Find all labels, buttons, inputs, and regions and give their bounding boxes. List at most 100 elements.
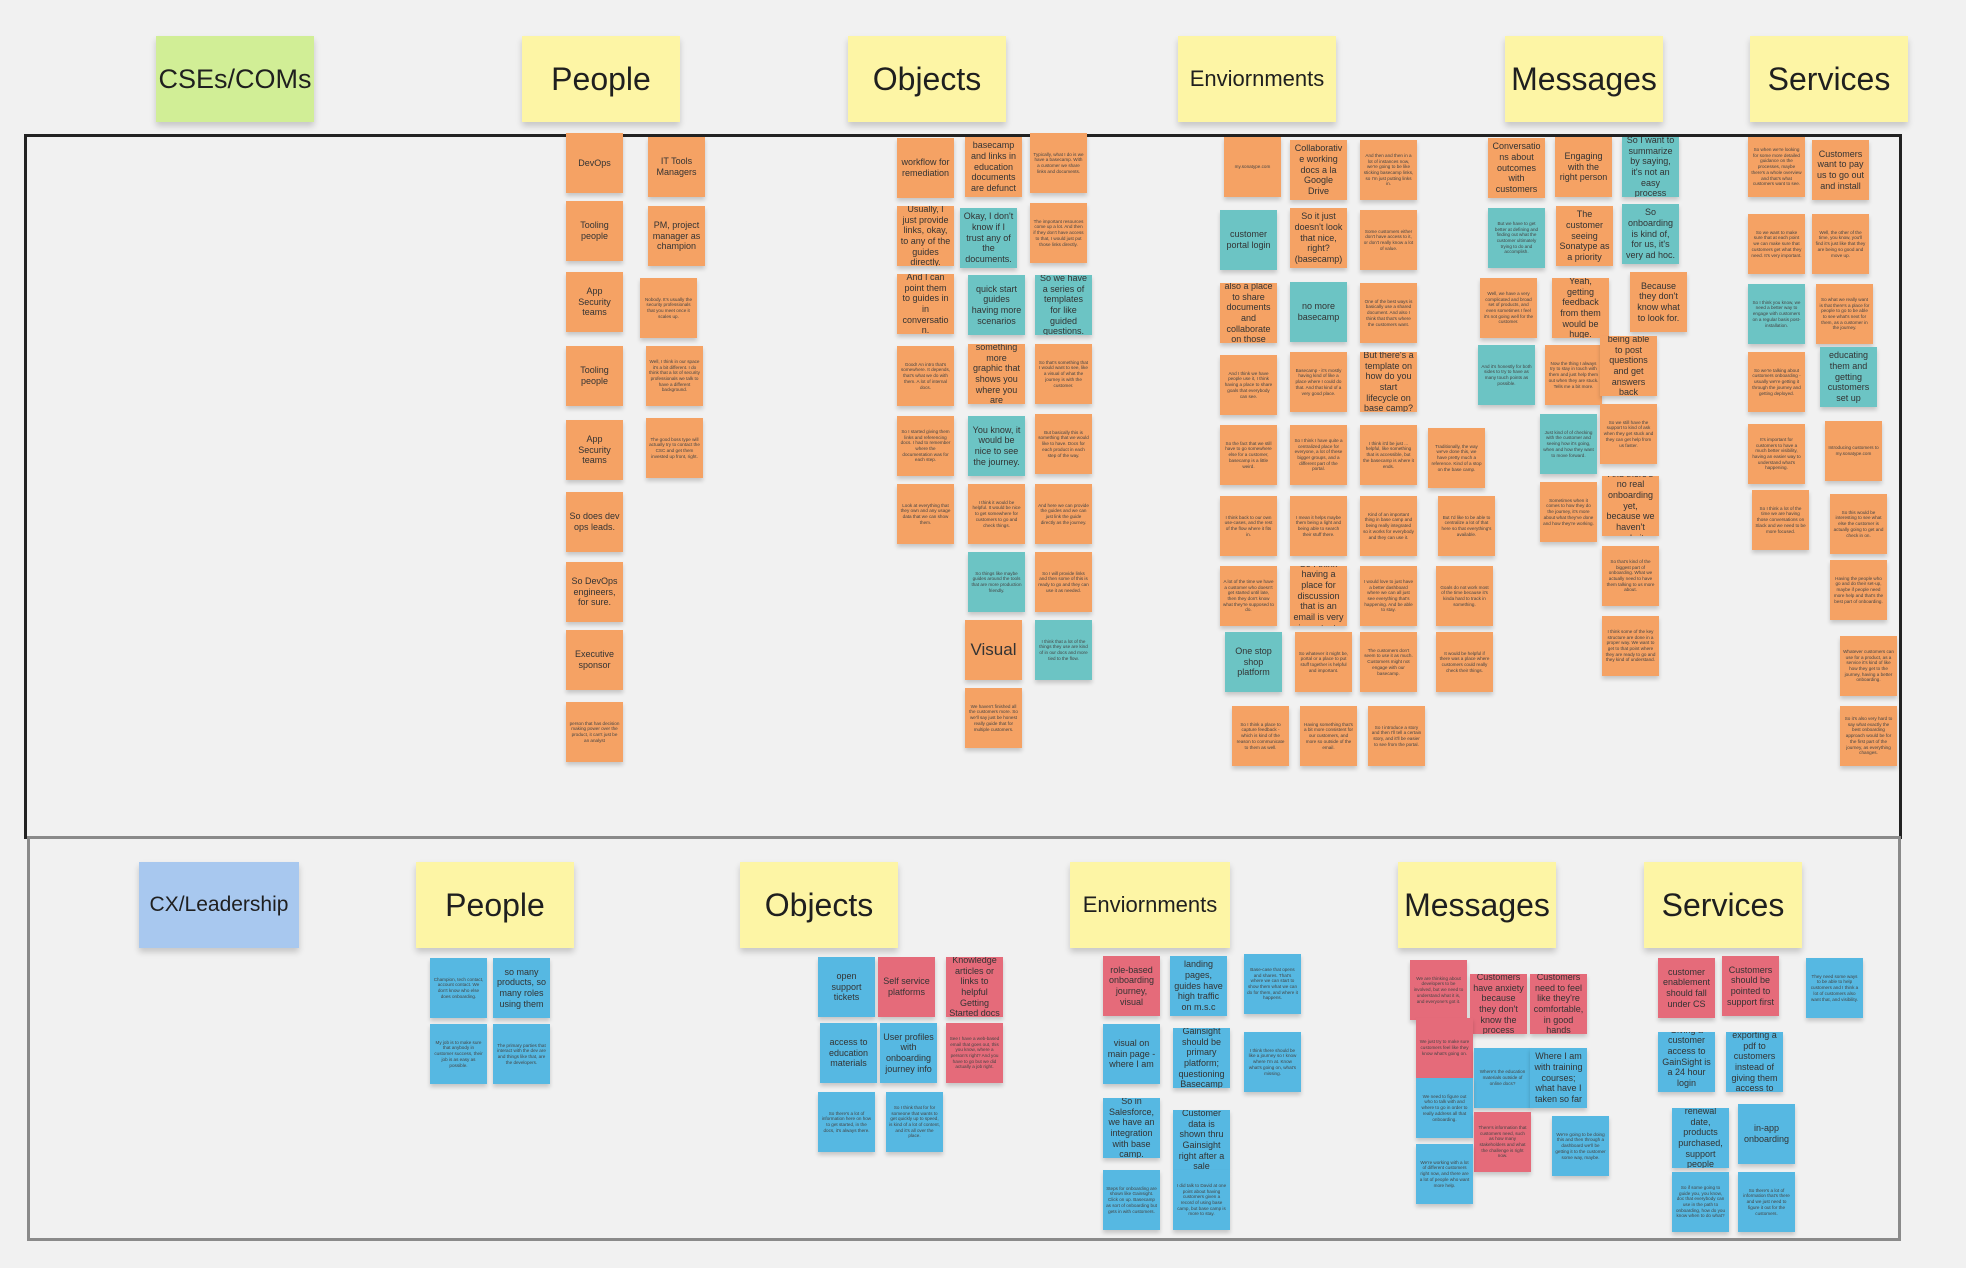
sticky-note[interactable]: Base-case that opens and shares. That's … (1244, 954, 1301, 1014)
h-objects-top-sticky[interactable]: Objects (848, 36, 1006, 122)
h-cses-sticky[interactable]: CSEs/COMs (156, 36, 314, 122)
sticky-note[interactable]: I think it'd be just ... helpful, like s… (1360, 425, 1417, 485)
sticky-note[interactable]: PM, project manager as champion (648, 206, 705, 266)
sticky-note[interactable]: But we have to get better at defining an… (1488, 208, 1545, 268)
sticky-note[interactable]: So I think that for for someone that wan… (886, 1092, 943, 1152)
sticky-note[interactable]: So does dev ops leads. (566, 492, 623, 552)
sticky-note[interactable]: Gainsight should be primary platform; qu… (1173, 1028, 1230, 1088)
sticky-note[interactable]: workflow for remediation (897, 138, 954, 198)
sticky-note[interactable]: So I started giving them links and refer… (897, 416, 954, 476)
sticky-note[interactable]: I think some of the key structure are do… (1602, 616, 1659, 676)
sticky-note[interactable]: So in Salesforce, we have an integration… (1103, 1098, 1160, 1158)
sticky-note[interactable]: And here we can provide the guides and w… (1035, 484, 1092, 544)
sticky-note[interactable]: Look at everything that they own and any… (897, 484, 954, 544)
sticky-note[interactable]: open support tickets (818, 957, 875, 1017)
sticky-note[interactable]: And then and then in a lot of instances … (1360, 140, 1417, 200)
sticky-note[interactable]: So I introduce a story and then I'll tel… (1368, 706, 1425, 766)
sticky-note[interactable]: I think back to our own use-cases, and t… (1220, 496, 1277, 556)
sticky-note[interactable]: So when we're looking for some more deta… (1748, 137, 1805, 197)
sticky-note[interactable]: Whatever customers can use for a product… (1840, 636, 1897, 696)
sticky-note[interactable]: Customer data is shown thru Gainsight ri… (1173, 1110, 1230, 1170)
sticky-note[interactable]: The important resources come up a lot. A… (1030, 203, 1087, 263)
h-objects-bottom-sticky[interactable]: Objects (740, 862, 898, 948)
sticky-note[interactable]: Some customers either don't have access … (1360, 210, 1417, 270)
sticky-note[interactable]: Self service platforms (878, 957, 935, 1017)
sticky-note[interactable]: so many products, so many roles using th… (493, 958, 550, 1018)
sticky-note[interactable]: We're going to be doing this and then th… (1552, 1116, 1609, 1176)
sticky-note[interactable]: customer enablement should fall under CS (1658, 958, 1715, 1018)
sticky-note[interactable]: Customers should be pointed to support f… (1722, 956, 1779, 1016)
sticky-note[interactable]: landing pages, guides have high traffic … (1170, 956, 1227, 1016)
sticky-note[interactable]: But there's a template on how do you sta… (1360, 352, 1417, 412)
sticky-note[interactable]: So the fact that we still have to go som… (1220, 425, 1277, 485)
h-env-bottom-sticky[interactable]: Enviornments (1070, 862, 1230, 948)
sticky-note[interactable]: Yeah, getting feedback from them would b… (1552, 278, 1609, 338)
sticky-note[interactable]: no more basecamp (1290, 282, 1347, 342)
sticky-note[interactable]: I mean it helps maybe them being a light… (1290, 496, 1347, 556)
sticky-note[interactable]: So there's a lot of information that's t… (1738, 1172, 1795, 1232)
sticky-note[interactable]: So onboarding is kind of, for us, it's v… (1622, 204, 1679, 264)
sticky-note[interactable]: But I'd like to be able to centralize a … (1438, 496, 1495, 556)
sticky-note[interactable]: I think that a lot of the things they us… (1035, 620, 1092, 680)
sticky-note[interactable]: I think it would be helpful. It would be… (968, 484, 1025, 544)
sticky-note[interactable]: So I think a lot of the time we are havi… (1752, 490, 1809, 550)
sticky-note[interactable]: Executive sponsor (566, 630, 623, 690)
sticky-note[interactable]: And then also a place to share documents… (1220, 283, 1277, 343)
sticky-note[interactable]: And I think we have people use it, I thi… (1220, 355, 1277, 415)
sticky-note[interactable]: Knowledge articles or links to helpful G… (946, 957, 1003, 1017)
sticky-note[interactable]: basecamp and links in education document… (965, 137, 1022, 197)
sticky-note[interactable]: Visual (965, 620, 1022, 680)
sticky-note[interactable]: Usually, I just provide links, okay, to … (897, 206, 954, 266)
sticky-note[interactable]: Conversations about outcomes with custom… (1488, 138, 1545, 198)
sticky-note[interactable]: Introducing customers to my.sonatype.com (1825, 421, 1882, 481)
sticky-note[interactable]: Tooling people (566, 346, 623, 406)
sticky-note[interactable]: We haven't finished all the customers mo… (965, 688, 1022, 748)
sticky-note[interactable]: It would be helpful if there was a place… (1436, 632, 1493, 692)
sticky-note[interactable]: Good! An intro that's somewhere. It depe… (897, 346, 954, 406)
sticky-note[interactable]: Customers want to pay us to go out and i… (1812, 140, 1869, 200)
sticky-note[interactable]: something more graphic that shows you wh… (968, 344, 1025, 404)
sticky-note[interactable]: The good boss type will actually try to … (646, 418, 703, 478)
sticky-note[interactable]: So if some going to guide you, you know,… (1672, 1172, 1729, 1232)
sticky-note[interactable]: So whatever it might be, portal or a pla… (1295, 632, 1352, 692)
sticky-note[interactable]: They need some ways to be able to help c… (1806, 958, 1863, 1018)
sticky-note[interactable]: Traditionally, the way we've done this, … (1428, 428, 1485, 488)
sticky-note[interactable]: DevOps (566, 133, 623, 193)
sticky-note[interactable]: educating them and getting customers set… (1820, 347, 1877, 407)
sticky-note[interactable]: Having something that's a bit more consi… (1300, 706, 1357, 766)
sticky-note[interactable]: Having the people who go and do their se… (1830, 560, 1887, 620)
h-people-bottom-sticky[interactable]: People (416, 862, 574, 948)
sticky-note[interactable]: Steps for onboarding are shown like Gain… (1103, 1170, 1160, 1230)
sticky-note[interactable]: There's information that customers need,… (1474, 1112, 1531, 1172)
sticky-note[interactable]: And it's honestly for both sides to try … (1478, 345, 1535, 405)
sticky-note[interactable]: Goals do not work most of the time becau… (1436, 566, 1493, 626)
sticky-note[interactable]: Because they don't know what to look for… (1630, 272, 1687, 332)
sticky-note[interactable]: So I think you know, we need a better wa… (1748, 284, 1805, 344)
sticky-note[interactable]: access to education materials (820, 1023, 877, 1083)
sticky-note[interactable]: Well, we have a very complicated and bro… (1480, 278, 1537, 338)
sticky-note[interactable]: Well, the other of the time, you know, y… (1812, 214, 1869, 274)
sticky-note[interactable]: But basically this is something that we … (1035, 414, 1092, 474)
sticky-note[interactable]: My job is to make sure that anybody in c… (430, 1024, 487, 1084)
sticky-note[interactable]: Customers have anxiety because they don'… (1470, 974, 1527, 1034)
sticky-note[interactable]: See I have a web-based email that goes o… (946, 1023, 1003, 1083)
sticky-note[interactable]: Tooling people (566, 201, 623, 261)
sticky-note[interactable]: visual on main page - where I am (1103, 1024, 1160, 1084)
sticky-note[interactable]: my.sonatype.com (1224, 137, 1281, 197)
sticky-note[interactable]: Kind of an important thing in base camp … (1360, 496, 1417, 556)
sticky-note[interactable]: App Security teams (566, 272, 623, 332)
sticky-note[interactable]: We just try to make sure customers feel … (1416, 1018, 1473, 1078)
sticky-note[interactable]: So it's also very hard to say what exact… (1840, 706, 1897, 766)
sticky-note[interactable]: So this would be interesting to see what… (1830, 494, 1887, 554)
sticky-note[interactable]: Just kind of of checking with the custom… (1540, 414, 1597, 474)
sticky-note[interactable]: Where I am with training courses; what h… (1530, 1048, 1587, 1108)
sticky-note[interactable]: So there's a lot of information here on … (818, 1092, 875, 1152)
sticky-note[interactable]: So that's something that I would want to… (1035, 344, 1092, 404)
sticky-note[interactable]: Collaborative working docs a la Google D… (1290, 140, 1347, 200)
sticky-note[interactable]: One of the best ways is basically use a … (1360, 283, 1417, 343)
sticky-note[interactable]: Basecamp - it's mostly having kind of li… (1290, 352, 1347, 412)
h-services-top-sticky[interactable]: Services (1750, 36, 1908, 122)
sticky-note[interactable]: One stop shop platform (1225, 632, 1282, 692)
sticky-note[interactable]: So I think a place to capture feedback -… (1232, 706, 1289, 766)
sticky-note[interactable]: So I think I have quite a centralized pl… (1290, 425, 1347, 485)
